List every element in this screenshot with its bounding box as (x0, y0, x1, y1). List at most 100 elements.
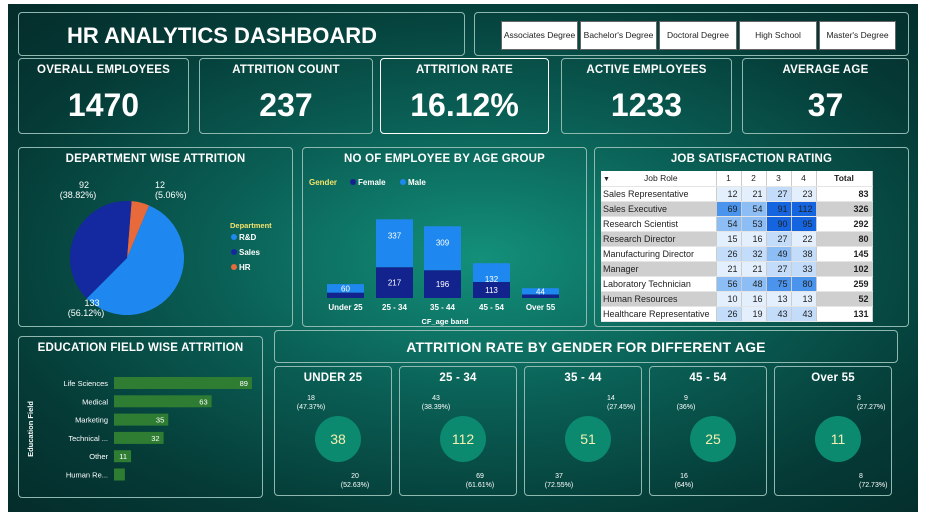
cell-value: 12 (716, 186, 742, 202)
header-rating-1: 1 (716, 171, 742, 187)
cell-value: 33 (791, 261, 817, 277)
education-field-panel: EDUCATION FIELD WISE ATTRITION Life Scie… (18, 336, 263, 498)
legend-marker (350, 179, 356, 185)
kpi-label: ATTRITION RATE (416, 64, 513, 76)
panel-title: DEPARTMENT WISE ATTRITION (65, 153, 246, 165)
cell-job-role: Research Director (601, 231, 717, 247)
cell-value: 69 (716, 201, 742, 217)
cell-value: 27 (766, 261, 792, 277)
bar-male-0 (327, 284, 364, 293)
cell-job-role: Manager (601, 261, 717, 277)
donut-total: 51 (580, 431, 596, 447)
department-attrition-panel: DEPARTMENT WISE ATTRITION 92 (38.82%) 12 (5… (18, 147, 293, 327)
donut-center (440, 416, 486, 462)
donut-panel: Over 55 11 3 (27.27%) 8 (72.73%) (774, 366, 892, 496)
y-axis-label: Education Field (26, 401, 35, 457)
legend-marker (231, 264, 237, 270)
bar-edu-2 (114, 413, 169, 426)
cell-total: 102 (816, 261, 873, 277)
cell-value: 49 (766, 246, 792, 262)
kpi-attrition-rate: ATTRITION RATE 16.12% (380, 58, 549, 134)
cell-total: 292 (816, 216, 873, 232)
data-label-a-pct: (38.39%) (422, 404, 450, 411)
legend-item-sales: Sales (239, 248, 260, 257)
kpi-label: ATTRITION COUNT (232, 64, 340, 76)
education-field-chart: Life Sciences 89 Medical 63 Marketing 35 Techn… (26, 377, 252, 481)
data-label: 89 (240, 379, 248, 388)
bar-edu-4 (114, 450, 132, 463)
slicer-associates-degree[interactable]: Associates Degree (501, 21, 578, 50)
table-row: Manufacturing Director 26 32 49 38 145 (601, 246, 873, 262)
donut-center (565, 416, 611, 462)
y-tick-label: Human Re... (66, 471, 108, 480)
data-label-a-value: 43 (432, 395, 440, 402)
legend-item-female: Female (358, 178, 386, 187)
donut-total: 112 (452, 431, 475, 447)
donut-center (315, 416, 361, 462)
kpi-active-employees: ACTIVE EMPLOYEES 1233 (561, 58, 732, 134)
y-tick-label: Other (89, 452, 108, 461)
slicer-high-school[interactable]: High School (739, 21, 817, 50)
cell-value: 27 (766, 231, 792, 247)
data-label-a-value: 3 (857, 395, 861, 402)
header-rating-2: 2 (741, 171, 767, 187)
data-label-a-pct: (47.37%) (297, 404, 325, 411)
data-label-value: 92 (79, 180, 89, 190)
sort-down-icon[interactable]: ▼ (603, 176, 610, 183)
cell-value: 56 (716, 276, 742, 292)
age-group-chart: Gender Female Male 60 Under 25 217 337 25 - 34 1… (309, 178, 559, 326)
x-axis-label: CF_age band (421, 317, 469, 326)
kpi-label: OVERALL EMPLOYEES (37, 64, 170, 76)
donut-chart: 112 43 (38.39%) 69 (61.61%) (422, 395, 494, 489)
data-label-a-value: 9 (684, 395, 688, 402)
bar-female-1 (376, 267, 413, 298)
header-label: Job Role (644, 173, 678, 184)
legend-title: Gender (309, 178, 337, 187)
job-satisfaction-table: Job Role ▼ 1 2 3 4 Total Sales Represent… (601, 171, 873, 322)
gender-age-title-panel: ATTRITION RATE BY GENDER FOR DIFFERENT A… (274, 330, 898, 363)
cell-job-role: Healthcare Representative (601, 306, 717, 322)
x-tick-label: 35 - 44 (430, 303, 455, 312)
donut-total: 38 (330, 431, 346, 447)
data-label: 63 (199, 397, 207, 406)
bar-male-4 (522, 288, 559, 295)
cell-value: 16 (741, 291, 767, 307)
cell-job-role: Sales Executive (601, 201, 717, 217)
bar-male-1 (376, 219, 413, 268)
panel-title: JOB SATISFACTION RATING (670, 153, 833, 165)
cell-value: 54 (741, 201, 767, 217)
cell-total: 83 (816, 186, 873, 202)
slicer-doctoral-degree[interactable]: Doctoral Degree (659, 21, 737, 50)
bar-edu-1 (114, 395, 212, 408)
cell-total: 145 (816, 246, 873, 262)
data-label-female: 113 (485, 286, 498, 295)
kpi-label: ACTIVE EMPLOYEES (586, 64, 707, 76)
cell-value: 43 (766, 306, 792, 322)
job-satisfaction-panel: JOB SATISFACTION RATING Job Role ▼ 1 2 3… (594, 147, 909, 327)
department-pie-chart: 92(38.82%) 12(5.06%) 133(56.12%) Department… (60, 180, 272, 318)
cell-total: 259 (816, 276, 873, 292)
donut-panel: 25 - 34 112 43 (38.39%) 69 (61.61%) (399, 366, 517, 496)
cell-value: 16 (741, 231, 767, 247)
data-label-pct: (5.06%) (155, 190, 187, 200)
cell-value: 38 (791, 246, 817, 262)
slicer-masters-degree[interactable]: Master's Degree (819, 21, 896, 50)
kpi-attrition-count: ATTRITION COUNT 237 (199, 58, 373, 134)
y-tick-label: Marketing (75, 416, 108, 425)
slicer-bachelors-degree[interactable]: Bachelor's Degree (580, 21, 657, 50)
cell-value: 27 (766, 186, 792, 202)
y-tick-label: Life Sciences (63, 379, 108, 388)
cell-job-role: Laboratory Technician (601, 276, 717, 292)
cell-value: 22 (791, 231, 817, 247)
bar-male-3 (473, 263, 510, 282)
education-slicer: Associates Degree Bachelor's Degree Doct… (474, 12, 909, 56)
header-job-role[interactable]: Job Role ▼ (601, 171, 717, 187)
data-label-pct: (56.12%) (68, 308, 105, 318)
panel-title: NO OF EMPLOYEE BY AGE GROUP (344, 153, 545, 165)
cell-value: 13 (766, 291, 792, 307)
data-label-b-value: 37 (555, 473, 563, 480)
y-tick-label: Medical (82, 397, 108, 406)
data-label-a-pct: (36%) (677, 404, 696, 411)
data-label-a-pct: (27.45%) (607, 404, 635, 411)
table-header: Job Role ▼ 1 2 3 4 Total (601, 171, 873, 187)
